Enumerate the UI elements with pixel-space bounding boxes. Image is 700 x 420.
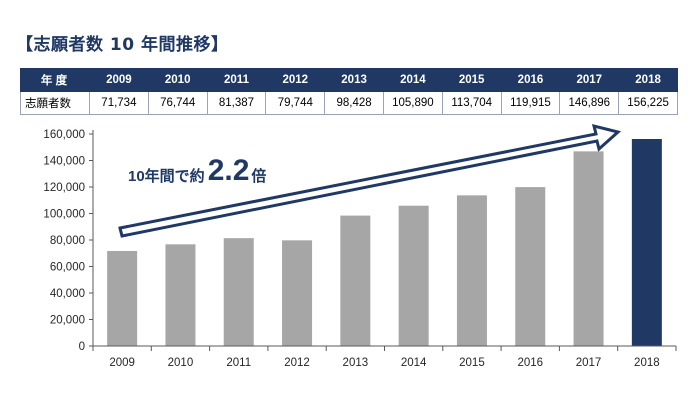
x-tick-label: 2013 bbox=[343, 357, 369, 369]
table-value-cell: 146,896 bbox=[559, 91, 620, 115]
table-year-cell: 2012 bbox=[265, 68, 326, 92]
y-tick-label: 100,000 bbox=[43, 209, 85, 221]
growth-annotation: 10年間で約 2.2 倍 bbox=[128, 154, 266, 187]
y-tick-label: 60,000 bbox=[50, 262, 85, 274]
bar-2018 bbox=[631, 139, 662, 346]
table-row-label: 志願者数 bbox=[20, 91, 90, 115]
bar-2014 bbox=[398, 205, 429, 346]
table-year-cell: 2016 bbox=[500, 68, 561, 92]
bar-2009 bbox=[107, 250, 138, 346]
x-tick-label: 2010 bbox=[168, 357, 194, 369]
y-tick-label: 120,000 bbox=[43, 182, 85, 194]
x-tick-label: 2009 bbox=[109, 357, 135, 369]
y-tick-label: 140,000 bbox=[43, 156, 85, 168]
table-year-cell: 2015 bbox=[441, 68, 502, 92]
page-title: 【志願者数 10 年間推移】 bbox=[16, 35, 229, 55]
annotation-prefix: 10年間で約 bbox=[128, 167, 205, 185]
y-tick-label: 160,000 bbox=[43, 129, 85, 141]
annotation-suffix: 倍 bbox=[251, 167, 266, 185]
bar-2011 bbox=[223, 238, 254, 346]
table-value-cell: 71,734 bbox=[89, 91, 149, 115]
table-year-cell: 2011 bbox=[206, 68, 267, 92]
x-tick-label: 2014 bbox=[401, 357, 427, 369]
table-year-cell: 2018 bbox=[618, 68, 678, 92]
bar-2010 bbox=[165, 244, 196, 346]
y-tick-label: 0 bbox=[79, 341, 85, 353]
x-tick-label: 2017 bbox=[576, 357, 602, 369]
x-tick-label: 2012 bbox=[284, 357, 310, 369]
x-tick-label: 2016 bbox=[517, 357, 543, 369]
applicant-table: 年 度 2009 2010 2011 2012 2013 2014 2015 2… bbox=[20, 68, 678, 115]
table-year-cell: 2014 bbox=[382, 68, 443, 92]
table-value-cell: 79,744 bbox=[265, 91, 326, 115]
table-year-cell: 2010 bbox=[147, 68, 208, 92]
bar-2016 bbox=[515, 187, 546, 346]
table-year-cell: 2009 bbox=[89, 68, 149, 92]
table-header-row: 年 度 2009 2010 2011 2012 2013 2014 2015 2… bbox=[20, 68, 678, 92]
table-value-cell: 105,890 bbox=[382, 91, 443, 115]
table-row: 志願者数 71,734 76,744 81,387 79,744 98,428 … bbox=[20, 91, 678, 115]
table-value-cell: 81,387 bbox=[206, 91, 267, 115]
y-tick-label: 20,000 bbox=[50, 315, 85, 327]
growth-arrow-icon bbox=[118, 123, 622, 238]
annotation-number: 2.2 bbox=[208, 154, 250, 187]
table-year-cell: 2013 bbox=[324, 68, 384, 92]
y-tick-label: 80,000 bbox=[50, 235, 85, 247]
x-tick-label: 2011 bbox=[226, 357, 251, 369]
bar-2017 bbox=[573, 151, 604, 346]
table-value-cell: 156,225 bbox=[618, 91, 678, 115]
bar-2013 bbox=[340, 215, 371, 346]
table-value-cell: 98,428 bbox=[324, 91, 384, 115]
x-tick-label: 2015 bbox=[459, 357, 485, 369]
table-value-cell: 113,704 bbox=[441, 91, 502, 115]
bar-2015 bbox=[456, 195, 487, 346]
x-tick-label: 2018 bbox=[634, 357, 660, 369]
table-year-cell: 2017 bbox=[559, 68, 620, 92]
table-header-label: 年 度 bbox=[20, 68, 90, 92]
table-value-cell: 76,744 bbox=[147, 91, 208, 115]
table-value-cell: 119,915 bbox=[500, 91, 561, 115]
y-tick-label: 40,000 bbox=[50, 288, 85, 300]
bar-2012 bbox=[282, 240, 313, 346]
